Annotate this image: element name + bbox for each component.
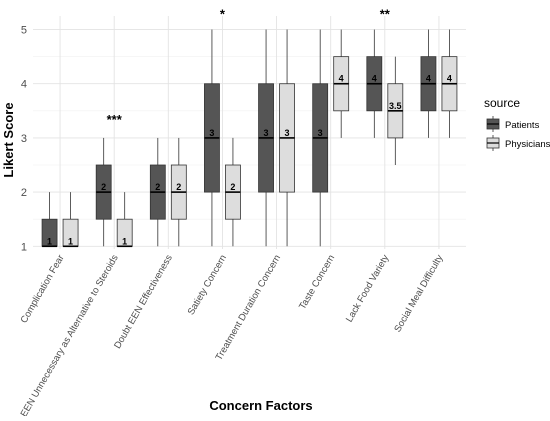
median-label: 4	[426, 74, 431, 84]
legend-label: Patients	[505, 120, 540, 131]
box-patients-6: 3	[312, 29, 329, 247]
significance-marker: ***	[107, 112, 123, 127]
x-axis-title: Concern Factors	[209, 398, 312, 413]
median-label: 4	[372, 74, 377, 84]
median-label: 3	[264, 128, 269, 138]
box-physicians-1: 1	[62, 192, 79, 248]
y-tick-label: 2	[21, 187, 27, 199]
legend-item-physicians: Physicians	[486, 135, 550, 151]
significance-marker: *	[220, 6, 226, 21]
median-label: 2	[101, 182, 106, 192]
legend-label: Physicians	[505, 139, 550, 150]
median-label: 3.5	[389, 101, 402, 111]
box-physicians-6: 4	[333, 29, 350, 138]
median-label: 1	[122, 236, 127, 246]
median-label: 2	[176, 182, 181, 192]
median-label: 4	[447, 74, 452, 84]
median-label: 1	[68, 236, 73, 246]
box-physicians-8: 4	[441, 29, 458, 138]
box-physicians-7: 3.5	[387, 56, 404, 166]
median-label: 3	[285, 128, 290, 138]
significance-marker: **	[380, 6, 391, 21]
median-label: 4	[339, 74, 344, 84]
y-tick-label: 4	[21, 79, 27, 91]
boxes: 1 2 2 3 3 3 4 4 1 1 2 2 3 4 3.5 4	[41, 29, 458, 248]
y-axis-title: Likert Score	[1, 102, 16, 177]
significance-annotations: **** **	[107, 6, 391, 127]
box-patients-4: 3	[204, 29, 220, 247]
box-patients-2: 2	[95, 137, 112, 247]
median-label: 2	[230, 182, 235, 192]
box-physicians-5: 3	[279, 29, 295, 247]
box-patients-7: 4	[366, 29, 383, 138]
box-patients-5: 3	[258, 29, 274, 247]
y-tick-label: 3	[21, 133, 27, 145]
legend-item-patients: Patients	[486, 116, 540, 132]
y-tick-label: 1	[21, 241, 27, 253]
y-axis-ticks: 1 2 3 4 5	[21, 25, 27, 254]
median-label: 3	[318, 128, 323, 138]
box-patients-8: 4	[420, 29, 437, 138]
box-physicians-4: 2	[225, 137, 241, 247]
box-patients-1: 1	[41, 192, 58, 248]
box-physicians-2: 1	[116, 192, 133, 248]
box-patients-3: 2	[149, 137, 166, 247]
median-label: 1	[47, 236, 52, 246]
median-label: 3	[209, 128, 214, 138]
median-label: 2	[155, 182, 160, 192]
legend-title: source	[484, 96, 520, 110]
y-tick-label: 5	[21, 25, 27, 37]
box-physicians-3: 2	[170, 137, 187, 247]
legend: source Patients Physicians	[484, 96, 550, 151]
